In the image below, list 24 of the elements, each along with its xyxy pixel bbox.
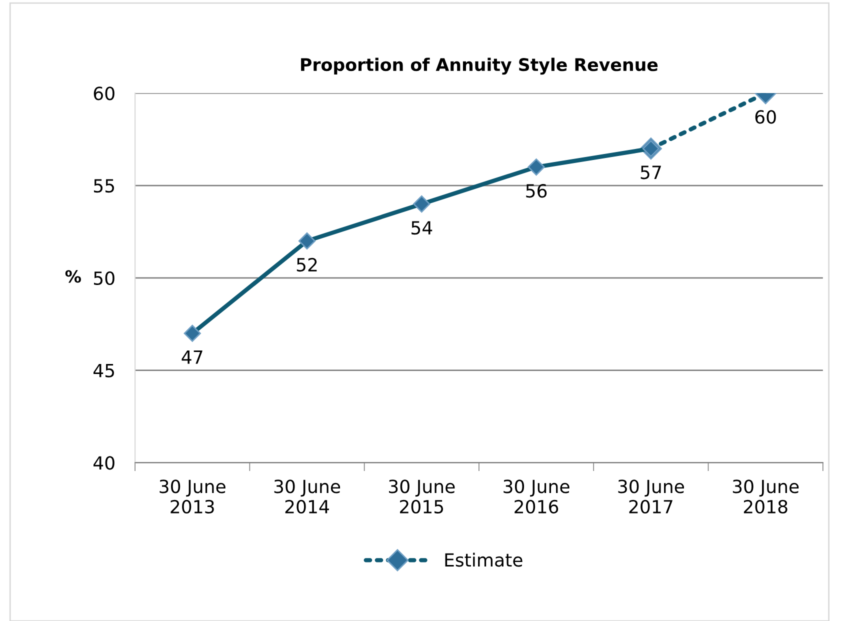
x-tick-label: 30 June 2017: [618, 480, 684, 514]
data-label: 60: [755, 110, 776, 124]
data-label: 57: [640, 166, 661, 180]
legend-label: Estimate: [445, 552, 522, 567]
x-tick-label: 30 June 2015: [389, 480, 455, 514]
y-tick-label: 55: [94, 179, 114, 193]
y-axis-title: %: [65, 270, 81, 283]
point: [184, 324, 201, 342]
y-tick-label: 60: [94, 86, 114, 100]
data-label: 47: [182, 350, 202, 364]
data-label: 52: [296, 258, 317, 272]
y-tick-label: 50: [94, 271, 114, 286]
y-tick-label: 45: [94, 364, 114, 378]
point: [298, 232, 316, 250]
y-tick-label: 40: [94, 456, 114, 470]
x-tick-label: 30 June 2016: [504, 480, 570, 514]
x-tick-label: 30 June 2014: [274, 480, 340, 514]
point: [413, 195, 430, 213]
data-label: 56: [526, 184, 547, 198]
x-tick-label: 30 June 2013: [160, 480, 226, 514]
chart-title: Proportion of Annuity Style Revenue: [301, 58, 658, 75]
x-tick-label: 30 June 2018: [732, 480, 799, 514]
point: [528, 158, 545, 176]
data-label: 54: [412, 221, 432, 235]
